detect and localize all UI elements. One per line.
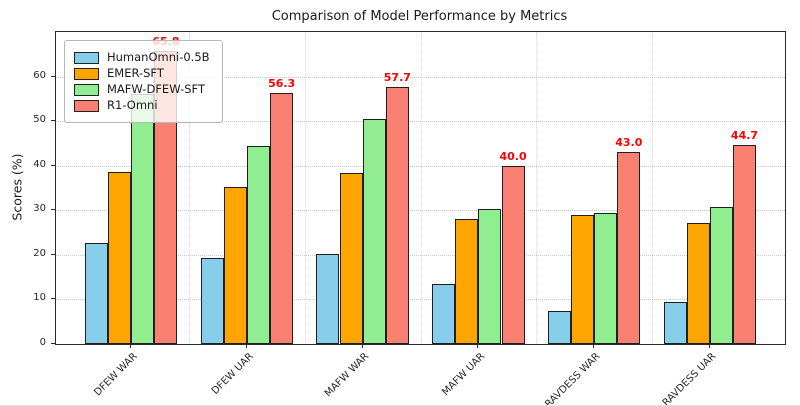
bar-emer-sft-ravdess-uar (686, 222, 710, 344)
y-tick-label: 20 (33, 247, 46, 259)
x-tick-label: RAVDESS WAR (543, 351, 603, 406)
legend-label: MAFW-DFEW-SFT (107, 82, 205, 96)
legend-swatch-humanomni-0.5b (74, 51, 99, 64)
gridline-horizontal (56, 299, 785, 301)
legend-label: R1-Omni (107, 98, 158, 112)
legend-swatch-emer-sft (74, 67, 99, 80)
x-tick-label: MAFW UAR (440, 351, 488, 398)
gridline-horizontal (56, 210, 785, 212)
x-tick-mark (477, 344, 479, 348)
bar-emer-sft-dfew-uar (223, 186, 247, 344)
chart-title: Comparison of Model Performance by Metri… (271, 9, 568, 24)
bar-emer-sft-mafw-uar (455, 219, 479, 344)
x-tick-mark (130, 344, 132, 348)
bar-emer-sft-ravdess-war (570, 214, 595, 344)
legend: HumanOmni-0.5B EMER-SFT MAFW-DFEW-SFT R1-Om… (64, 40, 223, 123)
bar-value-label: 57.7 (383, 70, 411, 84)
bar-r1-omni-ravdess-war (617, 152, 641, 344)
gridline-vertical (651, 32, 653, 344)
gridline-vertical (420, 32, 422, 344)
bar-value-label: 43.0 (615, 136, 643, 150)
y-tick-mark (51, 343, 55, 344)
plot-area: HumanOmni-0.5B EMER-SFT MAFW-DFEW-SFT R1-Om… (55, 31, 786, 345)
gridline-horizontal (56, 121, 785, 123)
y-tick-mark (51, 164, 55, 166)
y-tick-label: 40 (33, 158, 46, 170)
y-tick-mark (51, 120, 55, 122)
legend-item-r1-omni: R1-Omni (74, 99, 210, 112)
y-tick-mark (51, 253, 55, 255)
bar-mafw-dfew-sft-mafw-uar (478, 208, 502, 344)
bar-humanomni-0.5b-dfew-uar (200, 257, 224, 344)
bar-mafw-dfew-sft-ravdess-war (594, 213, 618, 344)
x-tick-label: DFEW WAR (92, 351, 140, 399)
legend-item-mafw-dfew-sft: MAFW-DFEW-SFT (74, 83, 210, 96)
y-tick-mark (51, 75, 55, 77)
bar-humanomni-0.5b-mafw-uar (432, 283, 456, 344)
bar-r1-omni-ravdess-uar (732, 144, 757, 344)
bar-mafw-dfew-sft-dfew-uar (246, 146, 271, 344)
bar-humanomni-0.5b-ravdess-uar (663, 302, 687, 344)
gridline-vertical (536, 32, 538, 344)
bar-humanomni-0.5b-mafw-war (316, 253, 340, 344)
bar-humanomni-0.5b-ravdess-war (547, 311, 571, 344)
x-tick-mark (708, 344, 710, 348)
y-tick-label: 30 (33, 203, 46, 215)
y-tick-label: 0 (39, 337, 46, 348)
legend-swatch-r1-omni (74, 99, 99, 112)
x-tick-mark (593, 344, 595, 348)
y-tick-label: 60 (33, 69, 46, 81)
bar-emer-sft-dfew-war (108, 171, 132, 344)
gridline-vertical (304, 32, 306, 344)
bar-humanomni-0.5b-dfew-war (84, 243, 109, 344)
y-tick-mark (51, 209, 55, 211)
x-tick-label: RAVDESS UAR (660, 351, 719, 406)
gridline-horizontal (56, 165, 785, 167)
gridline-horizontal (56, 254, 785, 256)
x-tick-mark (361, 344, 363, 348)
y-tick-mark (51, 298, 55, 300)
legend-item-emer-sft: EMER-SFT (74, 67, 210, 80)
bar-mafw-dfew-sft-mafw-war (362, 119, 386, 344)
bar-r1-omni-mafw-uar (501, 165, 525, 344)
bar-mafw-dfew-sft-ravdess-uar (709, 206, 733, 344)
bar-value-label: 40.0 (499, 149, 527, 163)
bar-r1-omni-dfew-uar (270, 93, 294, 344)
x-tick-label: MAFW WAR (323, 351, 372, 400)
gridline-vertical (189, 32, 191, 344)
bar-value-label: 44.7 (730, 128, 759, 142)
bar-emer-sft-mafw-war (339, 172, 363, 344)
legend-label: HumanOmni-0.5B (107, 50, 210, 64)
y-tick-label: 10 (33, 292, 46, 304)
y-tick-label: 50 (33, 114, 46, 126)
legend-swatch-mafw-dfew-sft (74, 83, 99, 96)
legend-label: EMER-SFT (107, 66, 164, 80)
bar-value-label: 56.3 (268, 77, 296, 91)
bar-mafw-dfew-sft-dfew-war (131, 93, 155, 344)
x-tick-label: DFEW UAR (209, 351, 256, 397)
x-tick-mark (245, 344, 247, 348)
bar-r1-omni-mafw-war (385, 86, 409, 344)
legend-item-humanomni-0.5b: HumanOmni-0.5B (74, 51, 210, 64)
gridline-horizontal (56, 76, 785, 78)
